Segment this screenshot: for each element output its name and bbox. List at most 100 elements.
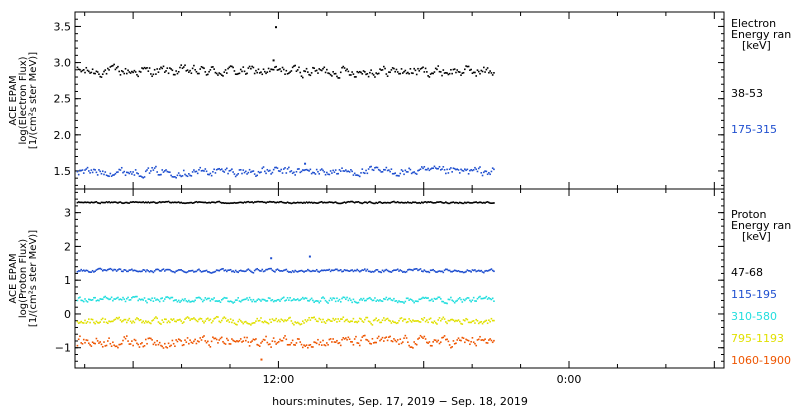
data-point-38-53: [303, 70, 305, 72]
data-point-175-315: [261, 167, 264, 170]
data-point-795-1193: [79, 321, 81, 324]
data-point-38-53: [394, 70, 396, 73]
data-point-795-1193: [288, 317, 290, 320]
data-point-47-68: [179, 202, 181, 204]
data-point-310-580: [152, 300, 155, 302]
data-point-310-580: [120, 298, 123, 301]
data-point-175-315: [434, 167, 437, 169]
data-point-47-68: [417, 202, 419, 204]
data-point-115-195: [314, 270, 317, 272]
data-point-38-53: [285, 69, 288, 72]
data-point-1060-1900: [260, 342, 262, 344]
data-point-115-195: [485, 269, 488, 272]
data-point-795-1193: [377, 319, 380, 321]
data-point-38-53: [265, 72, 267, 75]
data-point-310-580: [462, 298, 465, 301]
data-point-115-195: [384, 269, 386, 272]
data-point-47-68: [379, 201, 381, 203]
data-point-310-580: [239, 300, 242, 303]
data-point-795-1193: [160, 323, 162, 325]
data-point-115-195: [295, 270, 298, 273]
data-point-175-315: [129, 171, 132, 173]
data-point-175-315: [110, 175, 113, 177]
data-point-175-315: [442, 166, 445, 168]
data-point-175-315: [241, 172, 243, 175]
data-point-38-53: [112, 64, 114, 67]
data-point-38-53: [420, 67, 423, 70]
data-point-38-53: [475, 75, 478, 77]
data-point-310-580: [109, 298, 112, 300]
data-point-47-68: [357, 201, 360, 203]
data-point-47-68: [181, 202, 184, 204]
data-point-115-195: [401, 271, 404, 273]
data-point-115-195: [195, 270, 198, 273]
data-point-47-68: [418, 201, 421, 204]
data-point-175-315: [117, 171, 119, 173]
data-point-310-580: [301, 296, 304, 299]
data-point-310-580: [445, 302, 447, 304]
data-point-38-53: [262, 68, 265, 71]
data-point-795-1193: [370, 322, 372, 325]
data-point-1060-1900: [399, 338, 402, 340]
data-point-795-1193: [341, 318, 343, 320]
data-point-47-68: [358, 201, 361, 204]
data-point-38-53: [177, 70, 180, 73]
data-point-310-580: [201, 300, 204, 303]
data-point-310-580: [262, 298, 265, 301]
data-point-115-195: [442, 271, 445, 274]
data-point-1060-1900: [391, 340, 394, 343]
data-point-175-315: [470, 168, 472, 171]
data-point-1060-1900: [410, 346, 413, 348]
data-point-115-195: [136, 270, 138, 273]
data-point-38-53: [304, 70, 307, 73]
data-point-38-53: [91, 68, 94, 71]
data-point-1060-1900: [470, 340, 472, 343]
data-point-795-1193: [437, 319, 440, 321]
data-point-175-315: [322, 169, 324, 172]
data-point-175-315: [107, 175, 109, 177]
data-point-115-195: [274, 271, 276, 273]
data-point-175-315: [245, 170, 247, 173]
data-point-38-53: [114, 68, 117, 71]
data-point-175-315: [361, 168, 364, 170]
data-point-310-580: [320, 297, 323, 299]
data-point-115-195: [161, 268, 164, 271]
data-point-310-580: [161, 297, 164, 299]
data-point-115-195: [296, 271, 299, 273]
data-point-795-1193: [314, 318, 317, 321]
data-point-310-580: [227, 300, 229, 303]
data-point-38-53: [345, 69, 347, 72]
data-point-310-580: [477, 296, 480, 299]
data-point-47-68: [458, 201, 461, 204]
data-point-1060-1900: [184, 339, 186, 341]
data-point-115-195: [279, 270, 281, 272]
data-point-38-53: [274, 66, 276, 69]
data-point-175-315: [223, 171, 226, 173]
data-point-175-315: [226, 167, 228, 170]
data-point-310-580: [348, 297, 351, 300]
data-point-310-580: [269, 297, 271, 300]
data-point-47-68: [441, 201, 443, 204]
data-point-115-195: [219, 268, 222, 271]
data-point-1060-1900: [91, 341, 94, 344]
data-point-1060-1900: [418, 337, 421, 339]
data-point-310-580: [156, 298, 158, 301]
data-point-310-580: [95, 300, 98, 302]
data-point-38-53: [326, 68, 328, 71]
data-point-115-195: [134, 269, 137, 272]
data-point-175-315: [337, 172, 340, 175]
data-point-38-53: [377, 72, 380, 75]
data-point-38-53: [351, 71, 353, 73]
data-point-175-315: [194, 170, 196, 173]
data-point-175-315: [228, 170, 231, 172]
data-point-175-315: [260, 171, 262, 173]
data-point-38-53: [488, 71, 490, 74]
data-point-795-1193: [94, 322, 96, 325]
data-point-38-53: [490, 72, 493, 74]
data-point-795-1193: [85, 322, 88, 324]
data-point-175-315: [451, 171, 453, 173]
data-point-1060-1900: [171, 339, 174, 342]
data-point-795-1193: [357, 320, 360, 323]
data-point-47-68: [424, 201, 427, 203]
data-point-1060-1900: [352, 343, 355, 346]
